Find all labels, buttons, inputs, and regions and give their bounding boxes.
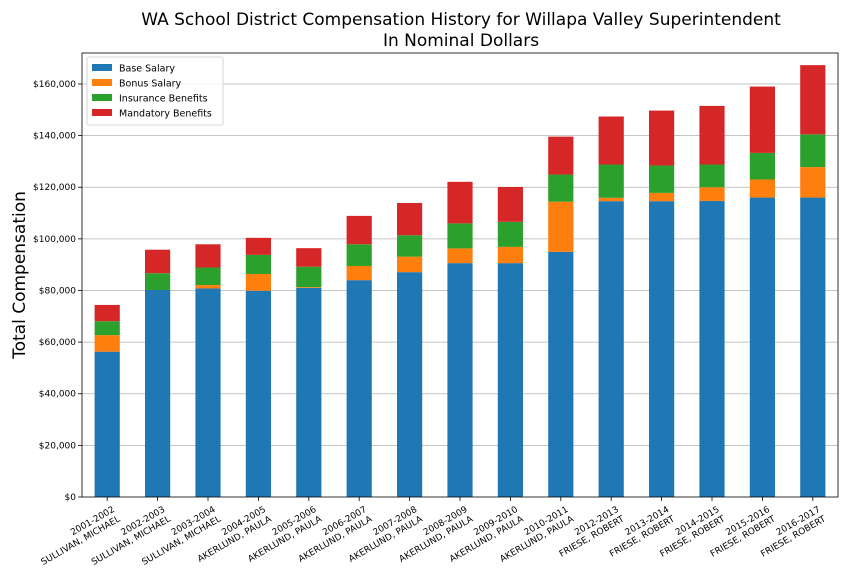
- y-ticks: $0 $20,000 $40,000 $60,000 $80,000 $100,000 $1…: [33, 80, 82, 503]
- chart-subtitle: In Nominal Dollars: [383, 31, 539, 51]
- bar-segment-insurance-benefits: [598, 164, 624, 198]
- bar-segment-base-salary: [145, 289, 171, 497]
- bar-segment-base-salary: [195, 288, 221, 497]
- bar-segment-base-salary: [800, 197, 826, 497]
- bar-segment-base-salary: [296, 287, 322, 497]
- bar-segment-mandatory-benefits: [195, 244, 221, 268]
- legend-label: Mandatory Benefits: [119, 109, 212, 120]
- bar-segment-mandatory-benefits: [94, 304, 120, 322]
- y-tick-label: $140,000: [33, 132, 76, 142]
- bar-segment-insurance-benefits: [145, 273, 171, 290]
- bar-segment-bonus-salary: [497, 246, 523, 264]
- bar-segment-mandatory-benefits: [548, 136, 574, 175]
- bar-segment-bonus-salary: [94, 335, 120, 352]
- y-tick-label: $60,000: [39, 338, 76, 348]
- y-tick-label: $20,000: [39, 441, 76, 451]
- y-tick-label: $100,000: [33, 235, 76, 245]
- bar-segment-insurance-benefits: [749, 152, 775, 180]
- bar-segment-insurance-benefits: [94, 321, 120, 336]
- bar-segment-base-salary: [245, 290, 271, 497]
- bar-segment-base-salary: [548, 251, 574, 497]
- legend-swatch: [92, 79, 112, 86]
- bar-segment-base-salary: [699, 200, 725, 498]
- y-axis-label: Total Compensation: [10, 191, 30, 360]
- bar-segment-insurance-benefits: [649, 165, 675, 193]
- bar-segment-bonus-salary: [548, 201, 574, 252]
- bar-segment-insurance-benefits: [296, 266, 322, 288]
- bar-segment-insurance-benefits: [447, 223, 473, 249]
- bar-segment-base-salary: [397, 272, 423, 497]
- bar-segment-bonus-salary: [447, 248, 473, 264]
- bar-segment-insurance-benefits: [397, 235, 423, 257]
- bar-segment-base-salary: [94, 351, 120, 497]
- bar-segment-mandatory-benefits: [598, 116, 624, 165]
- bar-segment-insurance-benefits: [800, 134, 826, 168]
- bar-segment-base-salary: [598, 201, 624, 497]
- bar-segment-bonus-salary: [598, 197, 624, 202]
- bar-segment-mandatory-benefits: [245, 237, 271, 255]
- bar-segment-bonus-salary: [800, 167, 826, 198]
- bar-segment-insurance-benefits: [195, 267, 221, 286]
- bar-segment-mandatory-benefits: [447, 181, 473, 224]
- bar-segment-mandatory-benefits: [346, 215, 372, 245]
- bar-segment-base-salary: [749, 197, 775, 497]
- legend-label: Base Salary: [119, 64, 175, 75]
- bar-segment-mandatory-benefits: [699, 105, 725, 165]
- bars: [94, 65, 826, 498]
- bar-segment-mandatory-benefits: [296, 248, 322, 267]
- bar-segment-base-salary: [497, 263, 523, 497]
- bar-segment-bonus-salary: [699, 187, 725, 201]
- legend-swatch: [92, 64, 112, 71]
- bar-segment-base-salary: [346, 280, 372, 497]
- bar-segment-insurance-benefits: [699, 164, 725, 188]
- bar-segment-base-salary: [447, 263, 473, 497]
- bar-segment-bonus-salary: [749, 179, 775, 198]
- legend-swatch: [92, 109, 112, 116]
- y-tick-label: $120,000: [33, 183, 76, 193]
- bar-segment-mandatory-benefits: [497, 186, 523, 222]
- bar-segment-bonus-salary: [346, 265, 372, 281]
- bar-segment-bonus-salary: [245, 273, 271, 291]
- legend: Base Salary Bonus Salary Insurance Benefit…: [86, 56, 224, 126]
- legend-label: Bonus Salary: [119, 79, 182, 90]
- bar-segment-mandatory-benefits: [649, 110, 675, 166]
- legend-label: Insurance Benefits: [119, 94, 208, 105]
- legend-swatch: [92, 94, 112, 101]
- y-tick-label: $40,000: [39, 390, 76, 400]
- bar-segment-base-salary: [649, 201, 675, 497]
- bar-segment-bonus-salary: [296, 287, 322, 288]
- bar-segment-mandatory-benefits: [397, 202, 423, 236]
- y-tick-label: $160,000: [33, 80, 76, 90]
- bar-segment-mandatory-benefits: [145, 249, 171, 274]
- legend-box: [86, 56, 224, 126]
- bar-segment-mandatory-benefits: [800, 65, 826, 135]
- bar-segment-insurance-benefits: [245, 254, 271, 274]
- y-tick-label: $80,000: [39, 286, 76, 296]
- bar-segment-bonus-salary: [195, 285, 221, 289]
- bar-segment-insurance-benefits: [497, 221, 523, 247]
- bar-segment-insurance-benefits: [346, 244, 372, 266]
- chart-title: WA School District Compensation History …: [141, 10, 781, 30]
- bar-segment-mandatory-benefits: [749, 86, 775, 153]
- bar-segment-insurance-benefits: [548, 174, 574, 202]
- y-tick-label: $0: [65, 493, 77, 503]
- bar-segment-bonus-salary: [649, 192, 675, 202]
- bar-segment-bonus-salary: [397, 256, 423, 273]
